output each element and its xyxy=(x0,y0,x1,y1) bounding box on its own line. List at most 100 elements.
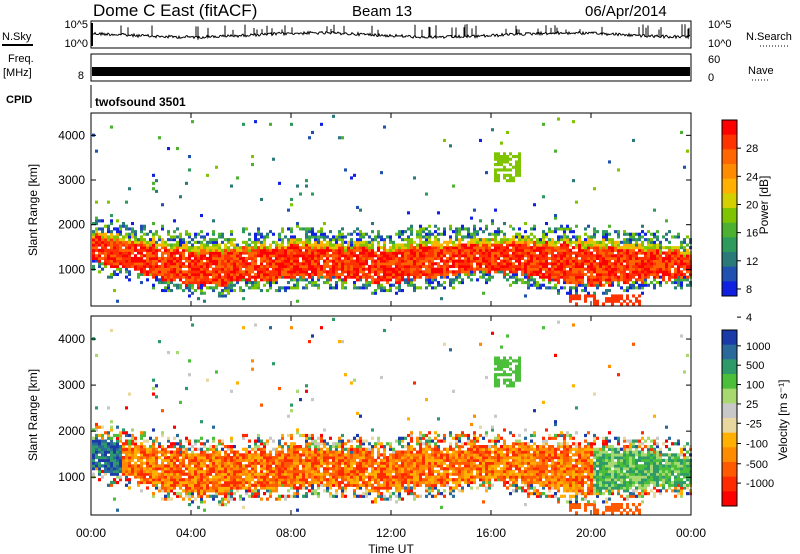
power-cell xyxy=(371,254,374,258)
power-cell xyxy=(347,272,350,276)
power-cell xyxy=(176,147,179,151)
power-cell xyxy=(395,267,398,271)
power-cell xyxy=(449,251,452,255)
velocity-cell xyxy=(248,483,251,487)
velocity-cell xyxy=(257,489,260,493)
power-cell xyxy=(443,232,446,236)
power-cell xyxy=(146,270,149,274)
power-cell xyxy=(629,275,632,279)
velocity-cell xyxy=(296,461,299,465)
power-cell xyxy=(305,243,308,247)
velocity-cell xyxy=(296,478,299,482)
velocity-cell xyxy=(218,456,221,460)
power-cell xyxy=(338,259,341,263)
power-cell xyxy=(143,264,146,268)
power-cell xyxy=(650,259,653,263)
velocity-cell xyxy=(236,467,239,471)
power-cell xyxy=(575,294,578,298)
power-cell xyxy=(419,275,422,279)
power-cell xyxy=(437,272,440,276)
velocity-cell xyxy=(242,469,245,474)
power-cell xyxy=(155,179,158,183)
power-cell xyxy=(476,262,479,266)
power-cell xyxy=(179,259,182,263)
velocity-cell xyxy=(269,494,272,498)
power-cell xyxy=(575,291,578,295)
power-cell xyxy=(479,259,482,263)
power-cell xyxy=(623,251,626,255)
power-cell xyxy=(317,259,320,263)
power-cell xyxy=(455,230,458,234)
power-cell xyxy=(416,256,419,260)
power-cell xyxy=(647,267,650,271)
power-cell xyxy=(428,251,431,255)
power-cell xyxy=(599,262,602,266)
power-cell xyxy=(227,286,230,290)
power-cell xyxy=(113,238,116,242)
power-cell xyxy=(644,278,647,282)
power-cell xyxy=(584,232,587,236)
power-cell xyxy=(425,240,428,244)
power-cell xyxy=(494,163,497,167)
velocity-cell xyxy=(185,483,188,487)
power-cell xyxy=(455,262,458,266)
power-cell xyxy=(395,246,398,250)
power-cell xyxy=(413,251,416,255)
power-cell xyxy=(665,270,668,274)
power-cell xyxy=(404,238,407,242)
velocity-cell xyxy=(290,469,293,474)
power-cell xyxy=(527,243,530,247)
power-cell xyxy=(152,270,155,274)
power-cell xyxy=(635,262,638,266)
power-cell xyxy=(569,243,572,247)
velocity-cell xyxy=(254,447,257,451)
power-cell xyxy=(302,256,305,260)
velocity-cell xyxy=(167,439,170,443)
power-cell xyxy=(542,230,545,234)
power-cell xyxy=(683,238,686,242)
velocity-cell xyxy=(191,450,194,454)
power-cell xyxy=(662,267,665,271)
power-cell xyxy=(131,227,134,231)
power-cell xyxy=(317,230,320,234)
power-cell xyxy=(383,251,386,255)
velocity-cell xyxy=(209,461,212,465)
power-cell xyxy=(194,278,197,282)
power-cell xyxy=(560,235,563,239)
power-cell xyxy=(218,270,221,274)
power-cell xyxy=(617,230,620,234)
power-cell xyxy=(467,275,470,279)
velocity-cell xyxy=(287,483,290,487)
power-cell xyxy=(686,149,689,153)
velocity-cell xyxy=(128,445,131,449)
power-cell xyxy=(455,246,458,250)
power-cell xyxy=(329,240,332,244)
power-cell xyxy=(254,283,257,287)
power-cell xyxy=(533,278,536,282)
power-cell xyxy=(377,281,380,285)
velocity-cell xyxy=(287,494,290,498)
power-cell xyxy=(101,267,104,271)
velocity-cell xyxy=(305,472,308,476)
power-cell xyxy=(119,246,122,250)
power-cell xyxy=(575,246,578,250)
velocity-cell xyxy=(92,472,95,476)
power-cell xyxy=(329,246,332,250)
velocity-cell xyxy=(179,447,182,451)
power-cell xyxy=(422,243,425,247)
velocity-cell xyxy=(263,447,266,451)
power-cell xyxy=(413,270,416,274)
power-cell xyxy=(368,264,371,268)
power-cell xyxy=(215,246,218,250)
power-cell xyxy=(449,227,452,231)
power-cell xyxy=(179,240,182,244)
power-cell xyxy=(626,243,629,247)
power-cell xyxy=(542,232,545,236)
power-cell xyxy=(650,232,653,236)
power-cell xyxy=(242,251,245,255)
velocity-cell xyxy=(110,456,113,460)
power-cell xyxy=(134,259,137,263)
power-cell xyxy=(92,243,95,247)
velocity-cell xyxy=(212,464,215,468)
power-cell xyxy=(521,248,524,252)
